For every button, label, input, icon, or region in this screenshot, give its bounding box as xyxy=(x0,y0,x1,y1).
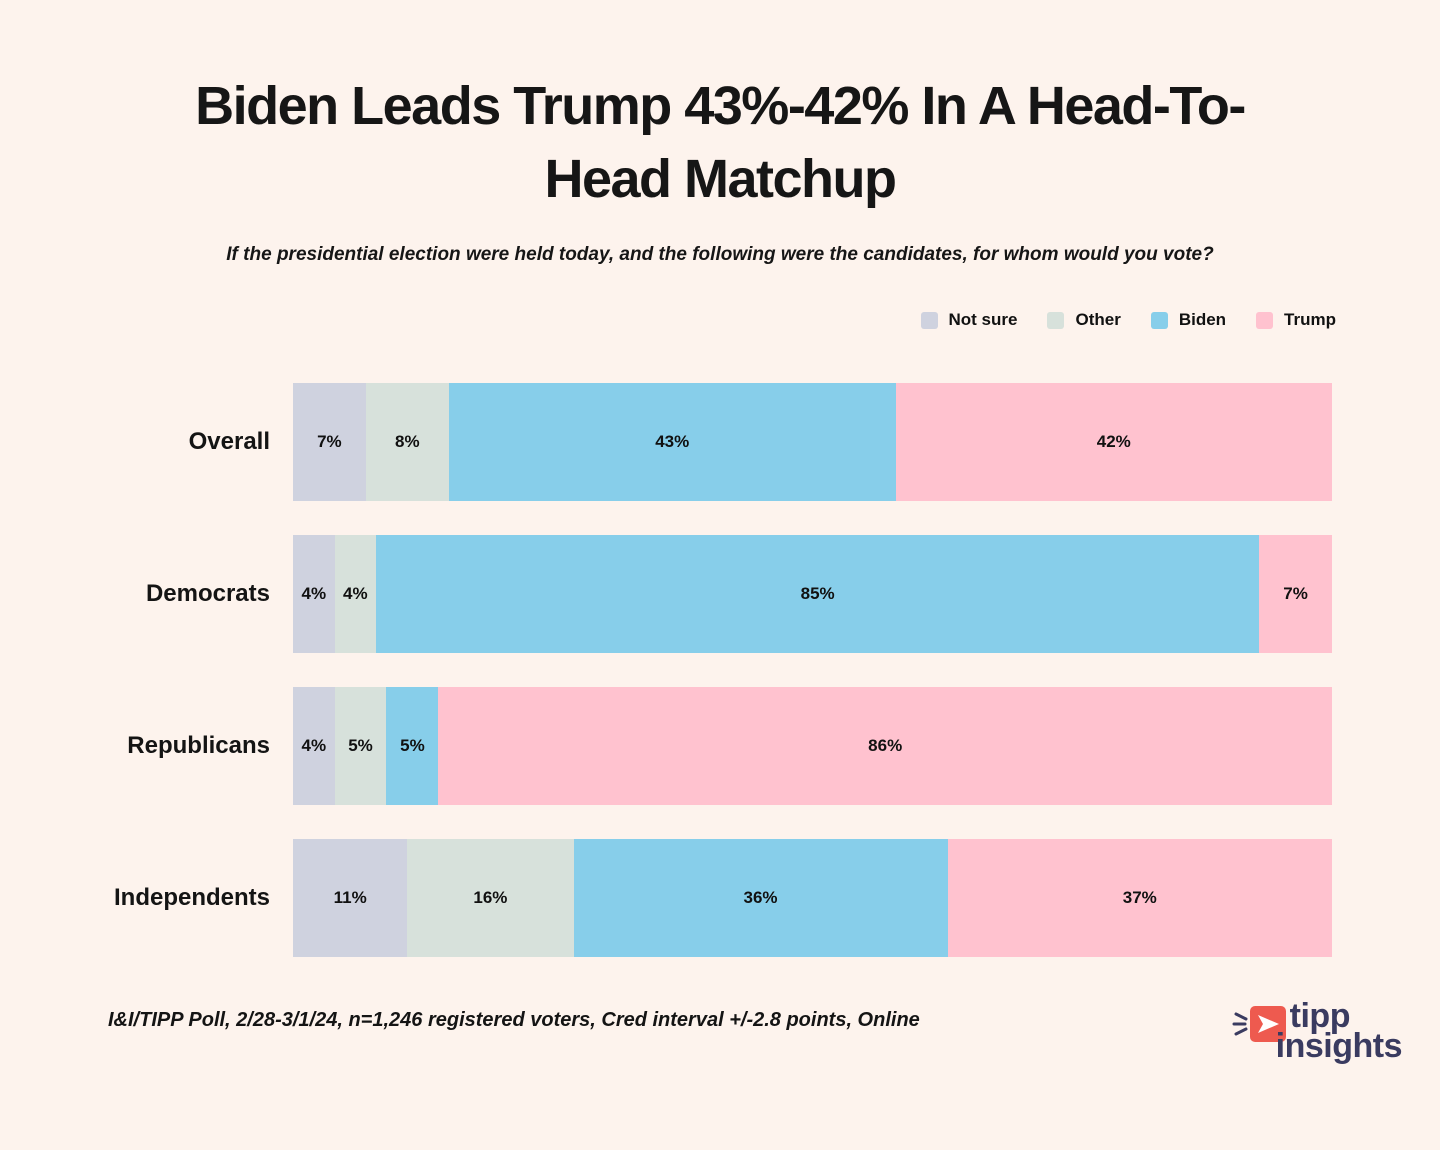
segment-value-label: 42% xyxy=(1096,432,1131,451)
legend-label: Trump xyxy=(1284,310,1336,329)
bar-segment-biden: 36% xyxy=(573,839,948,957)
chart-row-democrats: Democrats 4% 4% 85% 7% xyxy=(108,535,1332,653)
tippinsights-logo: tipp insights xyxy=(1232,997,1403,1063)
legend-item-not-sure: Not sure xyxy=(920,310,1018,330)
segment-value-label: 8% xyxy=(394,432,420,451)
stacked-bar-republicans: 4% 5% 5% 86% xyxy=(293,687,1332,805)
segment-value-label: 4% xyxy=(343,584,368,603)
segment-value-label: 5% xyxy=(348,736,373,755)
bar-segment-biden: 43% xyxy=(448,383,896,501)
bar-segment-trump: 7% xyxy=(1259,535,1332,653)
legend-swatch-biden xyxy=(1150,311,1168,329)
chart-row-overall: Overall 7% 8% 43% 42% xyxy=(108,383,1332,501)
legend-swatch-trump xyxy=(1256,311,1274,329)
legend-item-biden: Biden xyxy=(1150,310,1227,330)
legend: Not sure Other Biden Trump xyxy=(0,310,1336,330)
page-title-line-1: Biden Leads Trump 43%-42% In A Head-To- xyxy=(195,76,1246,136)
bar-segment-biden: 5% xyxy=(386,687,439,805)
bar-segment-other: 5% xyxy=(334,687,387,805)
bar-segment-not-sure: 4% xyxy=(293,687,335,805)
bar-segment-trump: 37% xyxy=(947,839,1332,957)
logo-text-line-1: tipp xyxy=(1289,997,1351,1035)
stacked-bar-chart: Overall 7% 8% 43% 42% Democrats 4% 4% 85% 7% Repub… xyxy=(108,383,1332,957)
bar-segment-not-sure: 11% xyxy=(293,839,408,957)
segment-value-label: 4% xyxy=(301,584,327,603)
segment-value-label: 5% xyxy=(400,736,425,755)
stacked-bar-overall: 7% 8% 43% 42% xyxy=(293,383,1332,501)
footer: I&I/TIPP Poll, 2/28-3/1/24, n=1,246 regi… xyxy=(108,997,1403,1063)
stacked-bar-independents: 11% 16% 36% 37% xyxy=(293,839,1332,957)
bar-segment-other: 16% xyxy=(407,839,574,957)
segment-value-label: 37% xyxy=(1122,888,1157,907)
legend-item-trump: Trump xyxy=(1256,310,1336,330)
chart-row-independents: Independents 11% 16% 36% 37% xyxy=(108,839,1332,957)
logo-text-line-2: insights xyxy=(1275,1027,1403,1065)
legend-swatch-other xyxy=(1047,311,1065,329)
category-label-republicans: Republicans xyxy=(127,732,270,759)
poll-chart-page: Biden Leads Trump 43%-42% In A Head-To- … xyxy=(0,70,1440,1150)
category-label-independents: Independents xyxy=(113,884,270,911)
segment-value-label: 86% xyxy=(868,736,903,755)
category-label-overall: Overall xyxy=(188,428,270,455)
tippinsights-logo-text: tipp insights xyxy=(1276,997,1403,1063)
bar-segment-not-sure: 7% xyxy=(293,383,366,501)
segment-value-label: 16% xyxy=(473,888,508,907)
page-title-line-2: Head Matchup xyxy=(544,149,897,209)
segment-value-label: 4% xyxy=(301,736,327,755)
segment-value-label: 36% xyxy=(743,888,778,907)
bar-segment-trump: 42% xyxy=(895,383,1332,501)
bar-segment-trump: 86% xyxy=(438,687,1332,805)
segment-value-label: 11% xyxy=(333,888,367,907)
tippinsights-logo-icon xyxy=(1232,1006,1286,1042)
stacked-bar-democrats: 4% 4% 85% 7% xyxy=(293,535,1332,653)
bar-segment-biden: 85% xyxy=(376,535,1260,653)
legend-swatch-not-sure xyxy=(920,311,938,329)
bar-segment-other: 4% xyxy=(334,535,377,653)
chart-row-republicans: Republicans 4% 5% 5% 86% xyxy=(108,687,1332,805)
legend-label: Other xyxy=(1075,310,1121,329)
category-label-democrats: Democrats xyxy=(145,580,270,607)
bar-segment-other: 8% xyxy=(365,383,449,501)
legend-label: Not sure xyxy=(948,310,1018,329)
bar-segment-not-sure: 4% xyxy=(293,535,335,653)
legend-label: Biden xyxy=(1178,310,1227,329)
segment-value-label: 7% xyxy=(317,432,342,451)
page-title: Biden Leads Trump 43%-42% In A Head-To- … xyxy=(0,70,1440,216)
legend-item-other: Other xyxy=(1047,310,1121,330)
segment-value-label: 7% xyxy=(1283,584,1308,603)
source-note: I&I/TIPP Poll, 2/28-3/1/24, n=1,246 regi… xyxy=(108,1009,920,1031)
segment-value-label: 85% xyxy=(800,584,835,603)
segment-value-label: 43% xyxy=(655,432,690,451)
survey-question-subtitle: If the presidential election were held t… xyxy=(226,244,1214,265)
